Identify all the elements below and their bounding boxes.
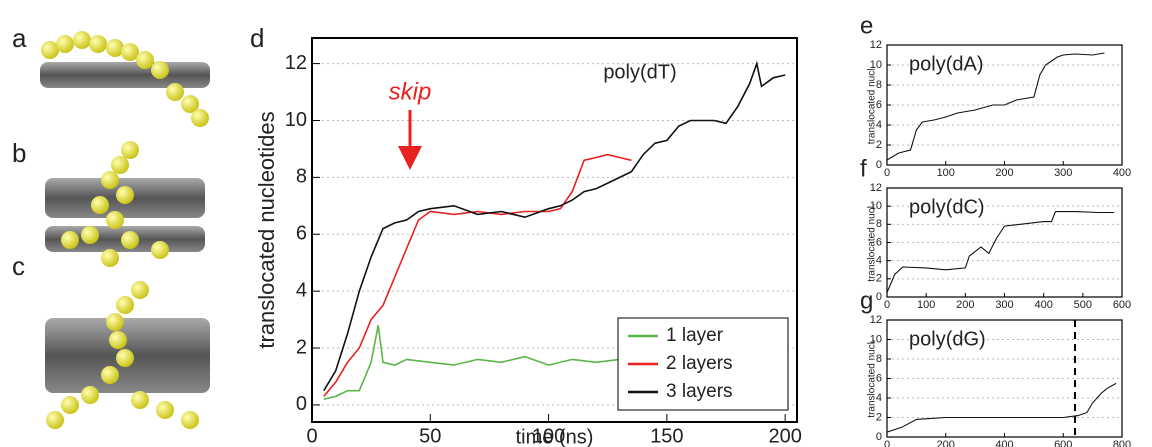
y-tick-label: 6	[876, 99, 882, 111]
panel-label: f	[860, 155, 867, 182]
y-tick-label: 12	[870, 182, 882, 194]
panel-label: b	[12, 138, 26, 168]
x-tick-label: 800	[1113, 439, 1131, 447]
y-axis-label: translocated nucl.	[867, 203, 878, 281]
y-tick-label: 10	[870, 333, 882, 345]
y-tick-label: 8	[876, 353, 882, 365]
y-tick-label: 2	[876, 411, 882, 423]
x-tick-label: 150	[650, 425, 683, 447]
x-tick-label: 300	[995, 299, 1013, 311]
y-tick-label: 6	[296, 223, 307, 245]
y-tick-label: 4	[876, 119, 882, 131]
y-tick-label: 10	[870, 200, 882, 212]
legend-label: 1 layer	[666, 325, 724, 346]
x-tick-label: 600	[1113, 299, 1131, 311]
molecule-images	[40, 31, 210, 429]
plot-frame	[886, 187, 1123, 298]
panel-label: g	[860, 287, 873, 314]
y-tick-label: 8	[876, 218, 882, 230]
legend-label: 2 layers	[666, 353, 733, 374]
panel-label: d	[250, 23, 264, 53]
x-tick-label: 0	[884, 439, 890, 447]
x-tick-label: 400	[1034, 299, 1052, 311]
data-line	[886, 52, 1105, 161]
x-tick-label: 200	[768, 425, 801, 447]
y-tick-label: 10	[285, 109, 307, 131]
data-line	[886, 382, 1117, 433]
y-tick-label: 2	[296, 336, 307, 358]
x-tick-label: 100	[532, 425, 565, 447]
molecule	[41, 31, 209, 127]
y-tick-label: 12	[285, 52, 307, 74]
x-tick-label: 200	[956, 299, 974, 311]
y-tick-label: 0	[876, 291, 882, 303]
y-axis-label: translocated nucleotides	[254, 111, 279, 348]
x-tick-label: 500	[1074, 299, 1092, 311]
x-tick-label: 100	[937, 167, 955, 179]
y-tick-label: 6	[876, 236, 882, 248]
y-tick-label: 4	[296, 279, 307, 301]
y-tick-label: 0	[876, 431, 882, 443]
x-axis-label: time (ns)	[516, 426, 594, 447]
annotation: skip	[389, 78, 432, 105]
legend-label: 3 layers	[666, 381, 733, 402]
molecule	[61, 141, 169, 267]
y-tick-label: 12	[870, 39, 882, 51]
series-label: poly(dC)	[909, 196, 985, 218]
y-tick-label: 8	[876, 79, 882, 91]
data-line	[323, 60, 786, 392]
annotation-arrowhead	[398, 146, 422, 170]
y-tick-label: 0	[296, 393, 307, 415]
y-tick-label: 12	[870, 314, 882, 326]
series-label: poly(dT)	[603, 61, 676, 83]
y-tick-label: 4	[876, 392, 882, 404]
panel-label: e	[860, 12, 873, 39]
x-tick-label: 200	[937, 439, 955, 447]
series-label: poly(dG)	[909, 328, 986, 350]
y-tick-label: 6	[876, 372, 882, 384]
x-tick-label: 300	[1054, 167, 1072, 179]
x-tick-label: 200	[995, 167, 1013, 179]
x-tick-label: 600	[1054, 439, 1072, 447]
plot-frame	[886, 319, 1123, 438]
y-tick-label: 0	[876, 159, 882, 171]
plot-frame	[311, 37, 798, 423]
x-tick-label: 400	[1113, 167, 1131, 179]
y-axis-label: translocated nucl.	[867, 66, 878, 144]
x-tick-label: 0	[884, 167, 890, 179]
plot-frame	[886, 44, 1123, 166]
panel-label: a	[12, 23, 27, 53]
y-tick-label: 2	[876, 139, 882, 151]
x-tick-label: 100	[917, 299, 935, 311]
y-tick-label: 4	[876, 255, 882, 267]
y-axis-label: translocated nucl.	[867, 339, 878, 417]
x-tick-label: 0	[884, 299, 890, 311]
x-tick-label: 50	[419, 425, 441, 447]
molecule	[46, 281, 199, 429]
data-line	[323, 325, 632, 400]
data-line	[886, 211, 1115, 293]
y-tick-label: 8	[296, 166, 307, 188]
series-label: poly(dA)	[909, 53, 983, 75]
y-tick-label: 2	[876, 273, 882, 285]
x-tick-label: 0	[306, 425, 317, 447]
graphene-sheet	[40, 62, 210, 88]
panel-label: c	[12, 251, 25, 281]
data-line	[323, 153, 632, 397]
x-tick-label: 400	[995, 439, 1013, 447]
y-tick-label: 10	[870, 59, 882, 71]
